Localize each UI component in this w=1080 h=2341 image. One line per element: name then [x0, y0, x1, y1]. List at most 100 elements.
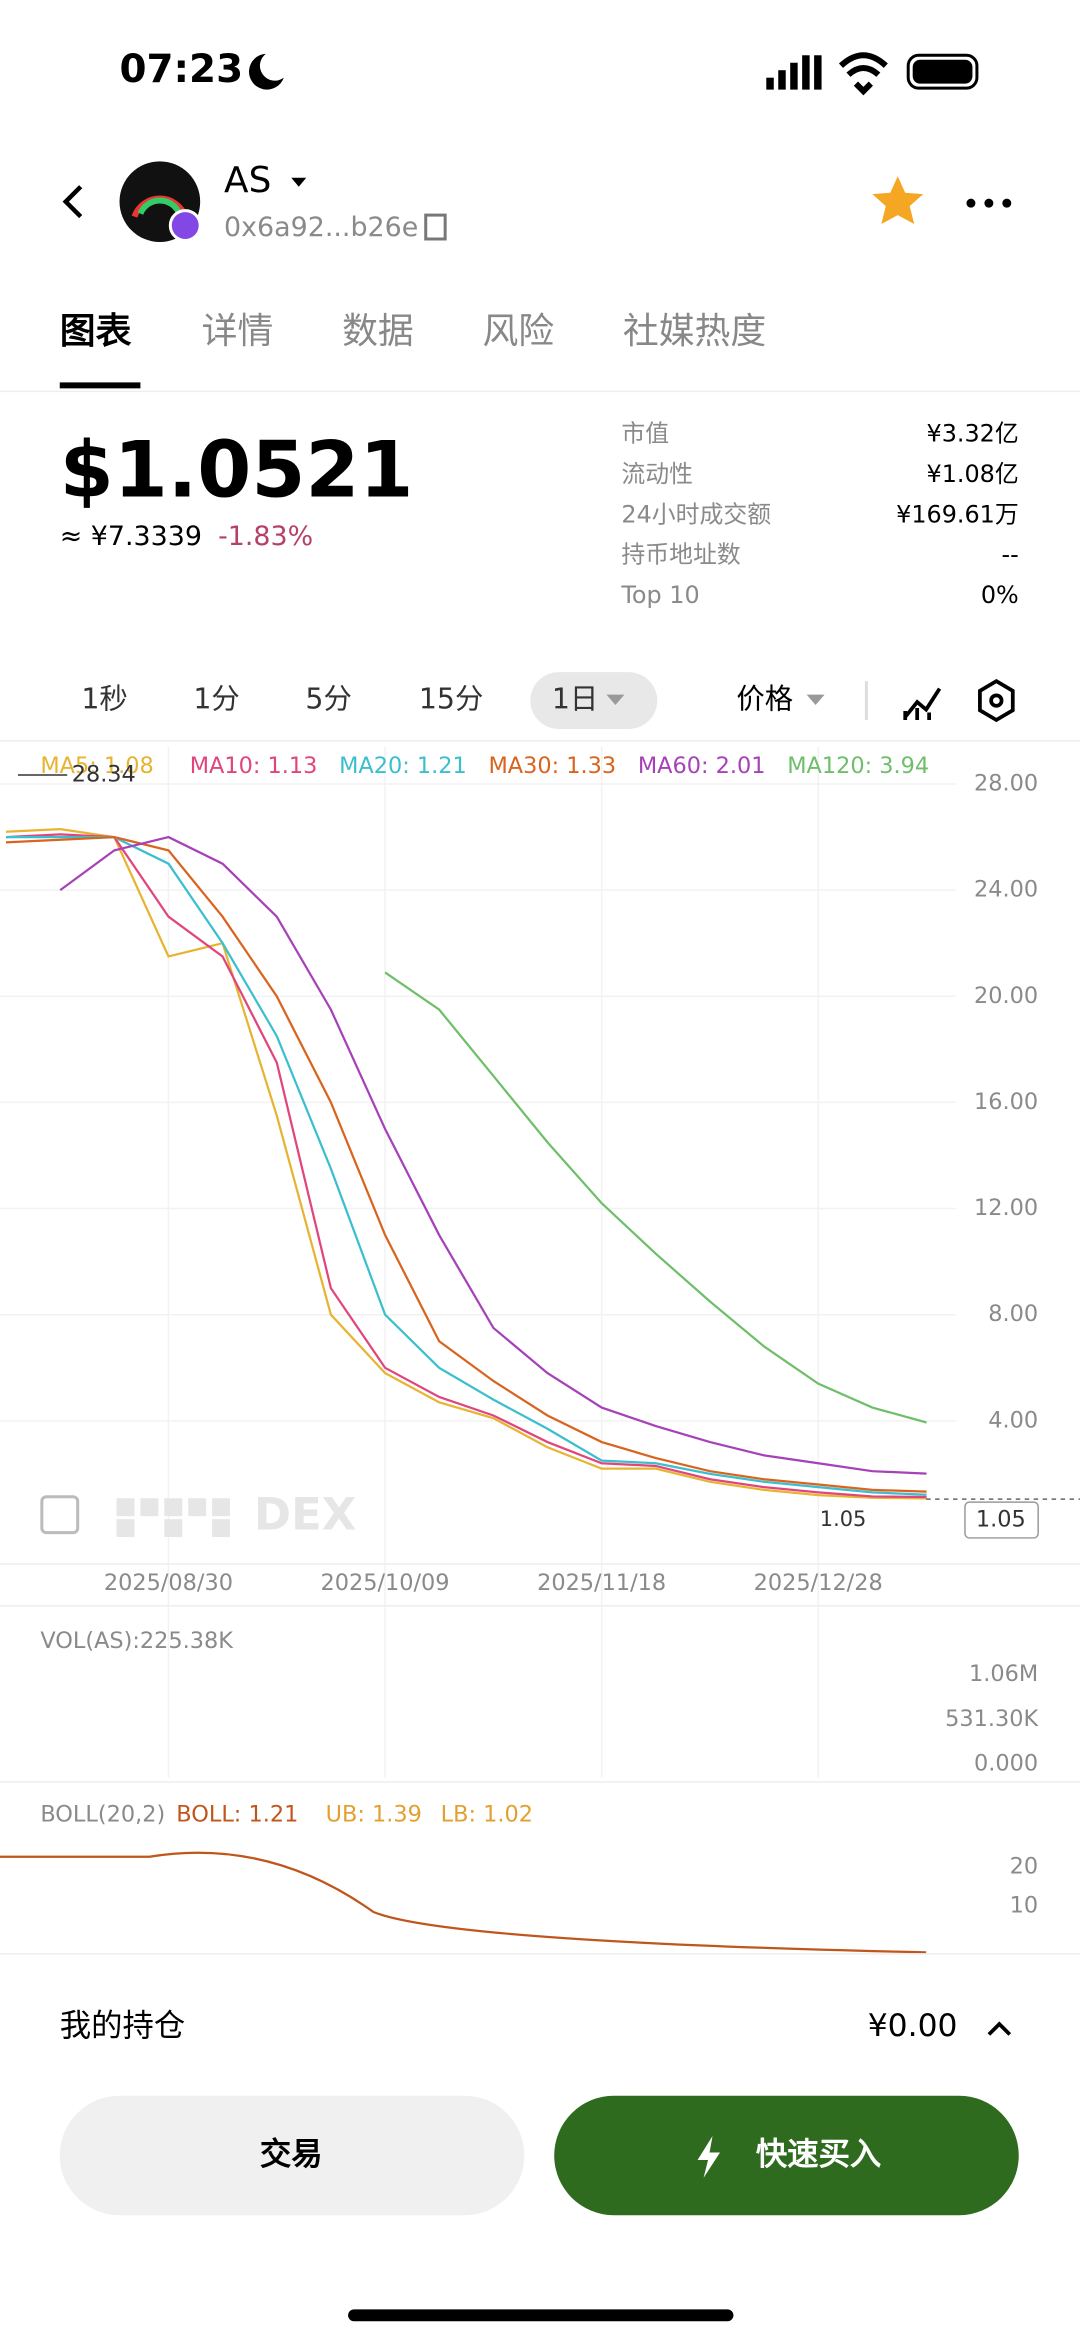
bolt-icon: [697, 2136, 720, 2178]
home-indicator: [348, 2309, 734, 2322]
volume-tick-label: 531.30K: [945, 1706, 1039, 1732]
settings-dot: [989, 693, 1004, 708]
boll-band-decoration: [0, 1851, 927, 1954]
y-tick-label: 16.00: [974, 1089, 1038, 1115]
timeframe-selected: [530, 672, 658, 729]
price-change: -1.83%: [218, 521, 313, 552]
quick-buy-label: 快速买入: [756, 2136, 881, 2172]
dropdown-icon: [806, 694, 825, 706]
last-price-tag: [964, 1501, 1039, 1539]
price-cny: ≈ ¥7.3339: [60, 521, 202, 552]
stat-label: 市值: [621, 420, 669, 448]
stat-value: 0%: [981, 581, 1019, 609]
legend-entry: MA10: 1.13: [190, 753, 318, 779]
stat-label: 持币地址数: [621, 541, 741, 569]
tab-bar: 图表 详情 数据 风险 社媒热度: [60, 311, 766, 352]
dropdown-icon[interactable]: [291, 177, 307, 187]
timeframe[interactable]: 1秒: [81, 683, 127, 716]
x-tick-label: 2025/08/30: [104, 1570, 233, 1596]
battery-level: [912, 59, 973, 84]
ma-line: [5, 835, 927, 1493]
legend-entry: MA120: 3.94: [787, 753, 929, 779]
holdings-label: 我的持仓: [60, 2008, 185, 2044]
timeframes: 1秒 1分 5分 15分 1日: [81, 683, 625, 716]
stat-value: ¥169.61万: [896, 500, 1019, 528]
tab[interactable]: 社媒热度: [623, 311, 766, 352]
moon-icon: [249, 53, 284, 90]
trade-button[interactable]: [59, 2095, 525, 2216]
settings-button[interactable]: [978, 678, 1015, 723]
fullscreen-button[interactable]: [40, 1495, 80, 1535]
y-tick-label: 8.00: [988, 1301, 1038, 1327]
back-button[interactable]: [62, 185, 83, 219]
favorite-star[interactable]: [872, 176, 924, 225]
stat-value: ¥1.08亿: [927, 460, 1019, 488]
x-tick-label: 2025/11/18: [537, 1570, 666, 1596]
legend-entry: MA60: 2.01: [638, 753, 766, 779]
boll-ub: UB: 1.39: [326, 1801, 422, 1827]
legend-entry: MA30: 1.33: [488, 753, 616, 779]
tab-underline: [59, 382, 141, 389]
x-tick-label: 2025/10/09: [320, 1570, 449, 1596]
stat-label: Top 10: [620, 581, 699, 609]
token-address: 0x6a92...b26e: [224, 212, 418, 243]
expand-button[interactable]: [987, 2021, 1012, 2036]
more-button[interactable]: [966, 198, 1012, 208]
indicator-button[interactable]: [903, 687, 942, 720]
peak-label: 28.34: [72, 761, 136, 787]
x-tick-label: 2025/12/28: [754, 1570, 883, 1596]
clock: 07:23: [120, 47, 244, 92]
y-tick-label: 4.00: [988, 1407, 1038, 1433]
stat-label: 流动性: [621, 460, 693, 488]
ma-line: [5, 833, 927, 1499]
holdings-value: ¥0.00: [868, 2008, 958, 2044]
battery-icon: [906, 53, 979, 90]
logo-arc: [137, 197, 183, 215]
boll-label: BOLL(20,2): [40, 1801, 165, 1827]
y-tick-label: 20.00: [974, 983, 1038, 1009]
token-symbol: AS: [224, 160, 271, 201]
timeframe[interactable]: 15分: [419, 683, 483, 716]
ma-line: [5, 835, 927, 1496]
y-tick-label: 12.00: [974, 1195, 1038, 1221]
timeframe[interactable]: 1分: [193, 683, 239, 716]
watermark: DEX: [254, 1488, 356, 1541]
timeframe[interactable]: 5分: [305, 683, 351, 716]
stat-value: ¥3.32亿: [927, 420, 1019, 448]
tab[interactable]: 风险: [482, 311, 554, 352]
okx-logo: [116, 1498, 231, 1538]
trade-button-label: 交易: [260, 2135, 323, 2172]
signal-icon: [766, 55, 822, 90]
ma-line: [384, 971, 927, 1424]
ma-line: [5, 828, 927, 1500]
chain-badge: [168, 209, 202, 242]
tab[interactable]: 详情: [202, 311, 274, 352]
ma-line: [59, 835, 927, 1475]
boll-tick-label: 20: [1010, 1854, 1038, 1880]
last-price-tag-label: 1.05: [976, 1507, 1026, 1533]
copy-button[interactable]: [424, 213, 447, 241]
volume-tick-label: 1.06M: [969, 1661, 1038, 1687]
volume-label: VOL(AS):225.38K: [40, 1628, 234, 1654]
dropdown-icon: [606, 694, 625, 706]
boll-tick-label: 10: [1010, 1893, 1038, 1919]
y-tick-label: 24.00: [974, 877, 1038, 903]
stat-value: --: [1002, 541, 1019, 569]
volume-axis: 1.06M 531.30K 0.000: [945, 1661, 1039, 1777]
tab[interactable]: 数据: [342, 311, 414, 352]
boll-lb: LB: 1.02: [441, 1801, 533, 1827]
boll-value: BOLL: 1.21: [176, 1801, 298, 1827]
quick-buy-button[interactable]: [554, 2095, 1019, 2216]
last-price-label: 1.05: [820, 1507, 867, 1531]
timeframe[interactable]: 1日: [552, 683, 598, 716]
volume-tick-label: 0.000: [974, 1751, 1038, 1777]
legend-entry: MA20: 1.21: [339, 753, 467, 779]
price-selector[interactable]: 价格: [736, 683, 793, 716]
tab[interactable]: 图表: [60, 311, 132, 352]
wifi-icon: [838, 52, 888, 96]
price-usd: $1.0521: [60, 425, 414, 515]
